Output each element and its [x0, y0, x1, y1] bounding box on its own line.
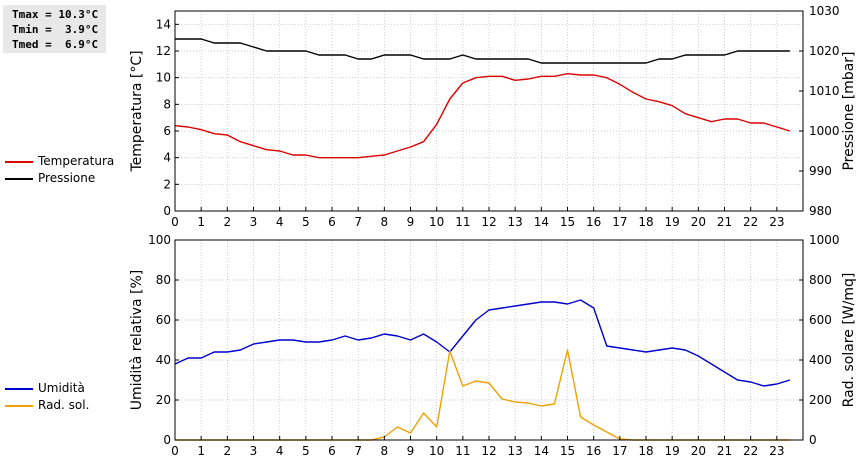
- legend-label-rad-sol: Rad. sol.: [38, 398, 90, 412]
- y-right-tick-label: 1010: [809, 84, 840, 98]
- tmax-text: Tmax = 10.3°C: [12, 8, 99, 21]
- x-tick-label: 23: [769, 444, 784, 458]
- stats-box: Tmax = 10.3°C Tmin = 3.9°C Tmed = 6.9°C: [3, 5, 106, 53]
- y-right-axis-title: Rad. solare [W/mq]: [841, 273, 857, 408]
- y-tick-label: 100: [148, 233, 171, 247]
- x-tick-label: 3: [250, 444, 258, 458]
- x-tick-label: 19: [665, 444, 680, 458]
- x-tick-label: 17: [612, 215, 627, 229]
- x-tick-label: 22: [743, 215, 758, 229]
- y-right-tick-label: 400: [809, 353, 832, 367]
- y-right-tick-label: 0: [809, 433, 817, 447]
- legend-swatch-rad-sol: [5, 405, 33, 407]
- x-tick-label: 16: [586, 444, 601, 458]
- x-tick-label: 5: [302, 215, 310, 229]
- y-right-tick-label: 990: [809, 164, 832, 178]
- y-tick-label: 12: [156, 44, 171, 58]
- y-right-tick-label: 800: [809, 273, 832, 287]
- x-tick-label: 13: [508, 215, 523, 229]
- y-tick-label: 4: [163, 151, 171, 165]
- legend-label-temperatura: Temperatura: [38, 154, 115, 168]
- series-line-rad-sol: [175, 349, 790, 441]
- legend-swatch-temperatura: [5, 161, 33, 163]
- y-right-tick-label: 200: [809, 393, 832, 407]
- chart-1: 0 1 2 3 4 5 6 7 8 9 10 11 12 13 14 15 16 17 18 19 20 21 22 2302…: [129, 4, 857, 229]
- x-tick-label: 3: [250, 215, 258, 229]
- x-tick-label: 0: [171, 215, 179, 229]
- x-tick-label: 9: [407, 215, 415, 229]
- x-tick-label: 5: [302, 444, 310, 458]
- x-tick-label: 21: [717, 444, 732, 458]
- x-tick-label: 7: [354, 215, 362, 229]
- x-tick-label: 22: [743, 444, 758, 458]
- y-right-tick-label: 980: [809, 204, 832, 218]
- x-tick-label: 14: [534, 215, 549, 229]
- series-line-pressione: [175, 38, 790, 64]
- x-tick-label: 13: [508, 444, 523, 458]
- x-tick-label: 14: [534, 444, 549, 458]
- y-right-tick-label: 1000: [809, 233, 840, 247]
- x-tick-label: 10: [429, 444, 444, 458]
- x-tick-label: 8: [381, 444, 389, 458]
- y-right-tick-label: 1000: [809, 124, 840, 138]
- x-tick-label: 0: [171, 444, 179, 458]
- x-tick-label: 21: [717, 215, 732, 229]
- x-tick-label: 18: [638, 444, 653, 458]
- y-axis-title: Temperatura [°C]: [129, 50, 145, 172]
- series-line-umidit: [174, 299, 791, 387]
- series-line-temperatura: [174, 72, 791, 159]
- y-tick-label: 6: [163, 124, 171, 138]
- x-tick-label: 12: [481, 444, 496, 458]
- x-tick-label: 15: [560, 444, 575, 458]
- chart-2: 0 1 2 3 4 5 6 7 8 9 10 11 12 13 14 15 16 17 18 19 20 21 22 2302…: [129, 233, 857, 458]
- y-tick-label: 14: [156, 17, 171, 31]
- legend-swatch-pressione: [5, 178, 33, 180]
- legend-label-pressione: Pressione: [38, 171, 96, 185]
- x-tick-label: 6: [328, 444, 336, 458]
- x-tick-label: 6: [328, 215, 336, 229]
- x-tick-label: 2: [224, 444, 232, 458]
- y-right-tick-label: 1020: [809, 44, 840, 58]
- y-right-tick-label: 1030: [809, 4, 840, 18]
- legend-swatch-umidita: [5, 388, 33, 390]
- x-tick-label: 7: [354, 444, 362, 458]
- y-tick-label: 40: [156, 353, 171, 367]
- y-tick-label: 80: [156, 273, 171, 287]
- tmed-text: Tmed = 6.9°C: [12, 38, 99, 51]
- x-tick-label: 16: [586, 215, 601, 229]
- y-tick-label: 10: [156, 71, 171, 85]
- x-tick-label: 15: [560, 215, 575, 229]
- x-tick-label: 2: [224, 215, 232, 229]
- y-tick-label: 0: [163, 433, 171, 447]
- x-tick-label: 1: [197, 444, 205, 458]
- x-tick-label: 8: [381, 215, 389, 229]
- x-tick-label: 18: [638, 215, 653, 229]
- x-tick-label: 11: [455, 215, 470, 229]
- x-tick-label: 4: [276, 215, 284, 229]
- tmin-text: Tmin = 3.9°C: [12, 23, 99, 36]
- x-tick-label: 9: [407, 444, 415, 458]
- y-right-tick-label: 600: [809, 313, 832, 327]
- x-tick-label: 4: [276, 444, 284, 458]
- y-tick-label: 2: [163, 177, 171, 191]
- x-tick-label: 12: [481, 215, 496, 229]
- x-tick-label: 11: [455, 444, 470, 458]
- x-tick-label: 10: [429, 215, 444, 229]
- y-right-axis-title: Pressione [mbar]: [841, 51, 857, 170]
- x-tick-label: 20: [691, 215, 706, 229]
- legend-label-umidita: Umidità: [38, 381, 85, 395]
- y-axis-title: Umidità relativa [%]: [129, 270, 145, 411]
- x-tick-label: 23: [769, 215, 784, 229]
- y-tick-label: 8: [163, 97, 171, 111]
- x-tick-label: 20: [691, 444, 706, 458]
- y-tick-label: 20: [156, 393, 171, 407]
- x-tick-label: 1: [197, 215, 205, 229]
- y-tick-label: 60: [156, 313, 171, 327]
- x-tick-label: 19: [665, 215, 680, 229]
- x-tick-label: 17: [612, 444, 627, 458]
- y-tick-label: 0: [163, 204, 171, 218]
